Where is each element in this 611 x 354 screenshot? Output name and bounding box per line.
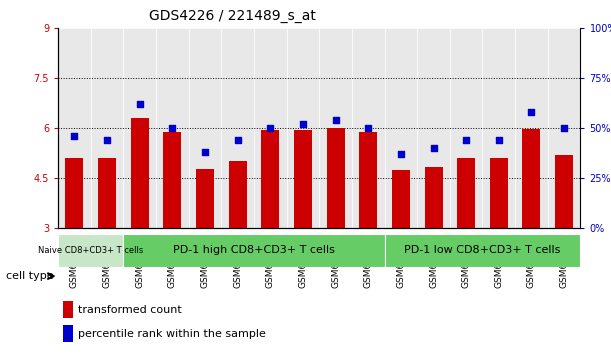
Point: [364, 126, 373, 131]
Bar: [58, 28, 90, 228]
Bar: [384, 28, 417, 228]
Bar: [163, 132, 181, 228]
Point: [102, 137, 112, 143]
Bar: [189, 28, 221, 228]
Bar: [425, 167, 442, 228]
Bar: [483, 28, 515, 228]
Text: PD-1 high CD8+CD3+ T cells: PD-1 high CD8+CD3+ T cells: [173, 245, 335, 256]
Bar: [384, 234, 580, 267]
Bar: [450, 28, 483, 228]
Point: [559, 126, 569, 131]
Bar: [123, 234, 384, 267]
Bar: [515, 28, 548, 228]
Bar: [392, 170, 410, 228]
Bar: [98, 158, 116, 228]
Text: PD-1 low CD8+CD3+ T cells: PD-1 low CD8+CD3+ T cells: [404, 245, 561, 256]
Point: [200, 149, 210, 155]
Bar: [221, 28, 254, 228]
Bar: [123, 28, 156, 228]
Bar: [548, 28, 580, 228]
Text: transformed count: transformed count: [78, 305, 181, 315]
Point: [135, 102, 145, 107]
Bar: [64, 325, 73, 342]
Bar: [196, 169, 214, 228]
Text: GDS4226 / 221489_s_at: GDS4226 / 221489_s_at: [148, 9, 316, 23]
Text: Naive CD8+CD3+ T cells: Naive CD8+CD3+ T cells: [38, 246, 144, 255]
Bar: [64, 301, 73, 318]
Bar: [490, 158, 508, 228]
Point: [494, 137, 503, 143]
Bar: [90, 28, 123, 228]
Point: [70, 133, 79, 139]
Point: [429, 145, 439, 151]
Bar: [294, 130, 312, 228]
Bar: [131, 118, 148, 228]
Text: cell type: cell type: [6, 271, 54, 281]
Bar: [417, 28, 450, 228]
Text: percentile rank within the sample: percentile rank within the sample: [78, 329, 266, 338]
Bar: [522, 129, 541, 228]
Bar: [359, 132, 377, 228]
Point: [298, 121, 308, 127]
Point: [527, 109, 536, 115]
Point: [265, 126, 275, 131]
Bar: [229, 161, 247, 228]
Bar: [287, 28, 320, 228]
Bar: [65, 158, 83, 228]
Point: [331, 118, 340, 123]
Point: [167, 126, 177, 131]
Bar: [58, 234, 123, 267]
Bar: [320, 28, 352, 228]
Point: [396, 152, 406, 157]
Bar: [327, 129, 345, 228]
Bar: [457, 158, 475, 228]
Bar: [156, 28, 189, 228]
Bar: [262, 130, 279, 228]
Bar: [555, 155, 573, 228]
Bar: [254, 28, 287, 228]
Point: [461, 137, 471, 143]
Bar: [352, 28, 384, 228]
Point: [233, 137, 243, 143]
